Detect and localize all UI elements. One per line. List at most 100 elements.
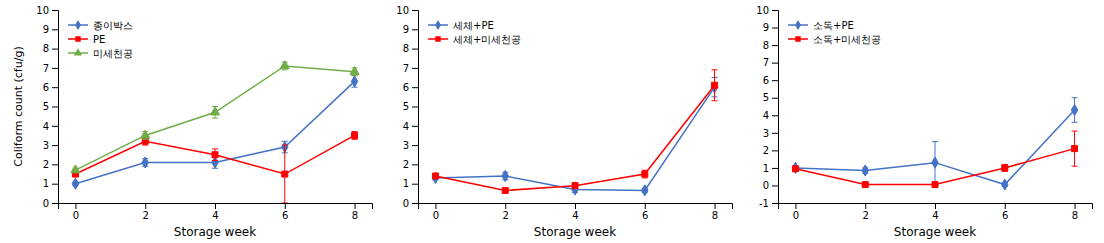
y-tick-mark	[52, 164, 58, 165]
y-tick-label: 6	[763, 75, 769, 86]
y-tick-label: 9	[43, 24, 49, 35]
point	[282, 171, 288, 177]
point	[350, 66, 359, 74]
point	[712, 82, 718, 88]
line	[75, 135, 354, 174]
y-tick-label: 2	[763, 145, 769, 156]
y-tick-mark	[412, 126, 418, 127]
y-tick: 6	[403, 82, 418, 93]
y-tick-label: 1	[403, 178, 409, 189]
error-bar	[932, 142, 938, 184]
x-tick: 4	[572, 203, 578, 221]
y-tick-label: 8	[403, 43, 409, 54]
legend-background	[424, 16, 525, 48]
error-bar-cap	[1072, 166, 1078, 167]
x-tick: 0	[433, 203, 439, 221]
line	[75, 66, 354, 170]
y-tick-mark	[52, 87, 58, 88]
y-tick-label: 6	[43, 82, 49, 93]
y-tick: 1	[763, 163, 778, 174]
point	[142, 138, 148, 144]
y-tick: 10	[396, 5, 418, 16]
y-tick-label: 0	[763, 180, 769, 191]
point	[280, 61, 289, 69]
point	[352, 132, 358, 138]
x-tick: 6	[1002, 203, 1008, 221]
line	[795, 149, 1074, 185]
y-axis: -1012345678910	[756, 5, 778, 209]
error-bar	[1072, 131, 1078, 166]
error-bar-cap	[142, 139, 148, 140]
y-tick-label: 7	[403, 63, 409, 74]
point	[141, 130, 150, 138]
error-bar-cap	[932, 141, 938, 142]
y-tick: 6	[763, 75, 778, 86]
point	[502, 187, 508, 193]
y-tick-mark	[52, 107, 58, 108]
y-tick-mark	[52, 126, 58, 127]
x-tick-mark	[935, 203, 936, 209]
marks	[792, 98, 1078, 190]
error-bar	[212, 149, 218, 161]
y-tick-mark	[412, 203, 418, 204]
x-tick-label: 8	[352, 210, 358, 221]
y-tick-mark	[772, 203, 778, 204]
point	[1071, 104, 1077, 115]
marks	[71, 61, 359, 203]
point	[351, 76, 357, 87]
y-tick: 2	[403, 159, 418, 170]
x-tick-mark	[795, 203, 796, 209]
y-tick-label: 5	[763, 92, 769, 103]
legend: 종이박스PE미세천공	[64, 16, 137, 62]
point	[572, 183, 578, 189]
legend-item: 종이박스	[68, 20, 133, 31]
x-tick-label: 0	[433, 210, 439, 221]
legend-label: 종이박스	[93, 20, 133, 31]
point	[862, 182, 868, 188]
y-tick: 9	[763, 22, 778, 33]
legend-label: 소독+미세천공	[813, 34, 881, 45]
x-tick-mark	[435, 203, 436, 209]
y-tick-mark	[52, 29, 58, 30]
point	[792, 162, 798, 173]
error-bar	[642, 170, 648, 178]
error-bar-cap	[282, 203, 288, 204]
y-tick-label: 8	[43, 43, 49, 54]
y-tick: 10	[756, 5, 778, 16]
line	[435, 85, 714, 190]
x-tick-label: 0	[793, 210, 799, 221]
y-tick-label: 6	[403, 82, 409, 93]
legend-label: 세체+미세천공	[453, 34, 521, 45]
x-axis: 02468	[779, 203, 1093, 221]
y-tick-label: 10	[396, 5, 409, 16]
x-tick: 4	[212, 203, 218, 221]
x-tick-mark	[355, 203, 356, 209]
point	[1002, 165, 1008, 171]
x-tick: 0	[793, 203, 799, 221]
y-tick: 5	[403, 101, 418, 112]
y-tick-mark	[772, 150, 778, 151]
y-tick-mark	[52, 145, 58, 146]
series	[432, 78, 718, 196]
x-axis-title: Storage week	[894, 225, 976, 239]
x-tick-mark	[145, 203, 146, 209]
legend-background	[64, 16, 137, 62]
point	[210, 107, 219, 115]
y-tick-label: 2	[403, 159, 409, 170]
legend-item: 세체+PE	[428, 20, 494, 31]
error-bar-cap	[212, 118, 218, 119]
marks	[432, 70, 718, 196]
axis-domain	[419, 204, 733, 210]
y-tick: 9	[43, 24, 58, 35]
legend-swatch-marker	[435, 36, 440, 41]
y-tick-label: 1	[763, 163, 769, 174]
x-tick: 6	[282, 203, 288, 221]
y-axis: 012345678910	[396, 5, 418, 209]
error-bar	[282, 145, 288, 203]
line	[795, 110, 1074, 185]
x-axis-title: Storage week	[534, 225, 616, 239]
error-bar	[352, 132, 358, 140]
x-tick-mark	[285, 203, 286, 209]
y-tick-label: 4	[403, 121, 409, 132]
y-tick: 3	[763, 128, 778, 139]
